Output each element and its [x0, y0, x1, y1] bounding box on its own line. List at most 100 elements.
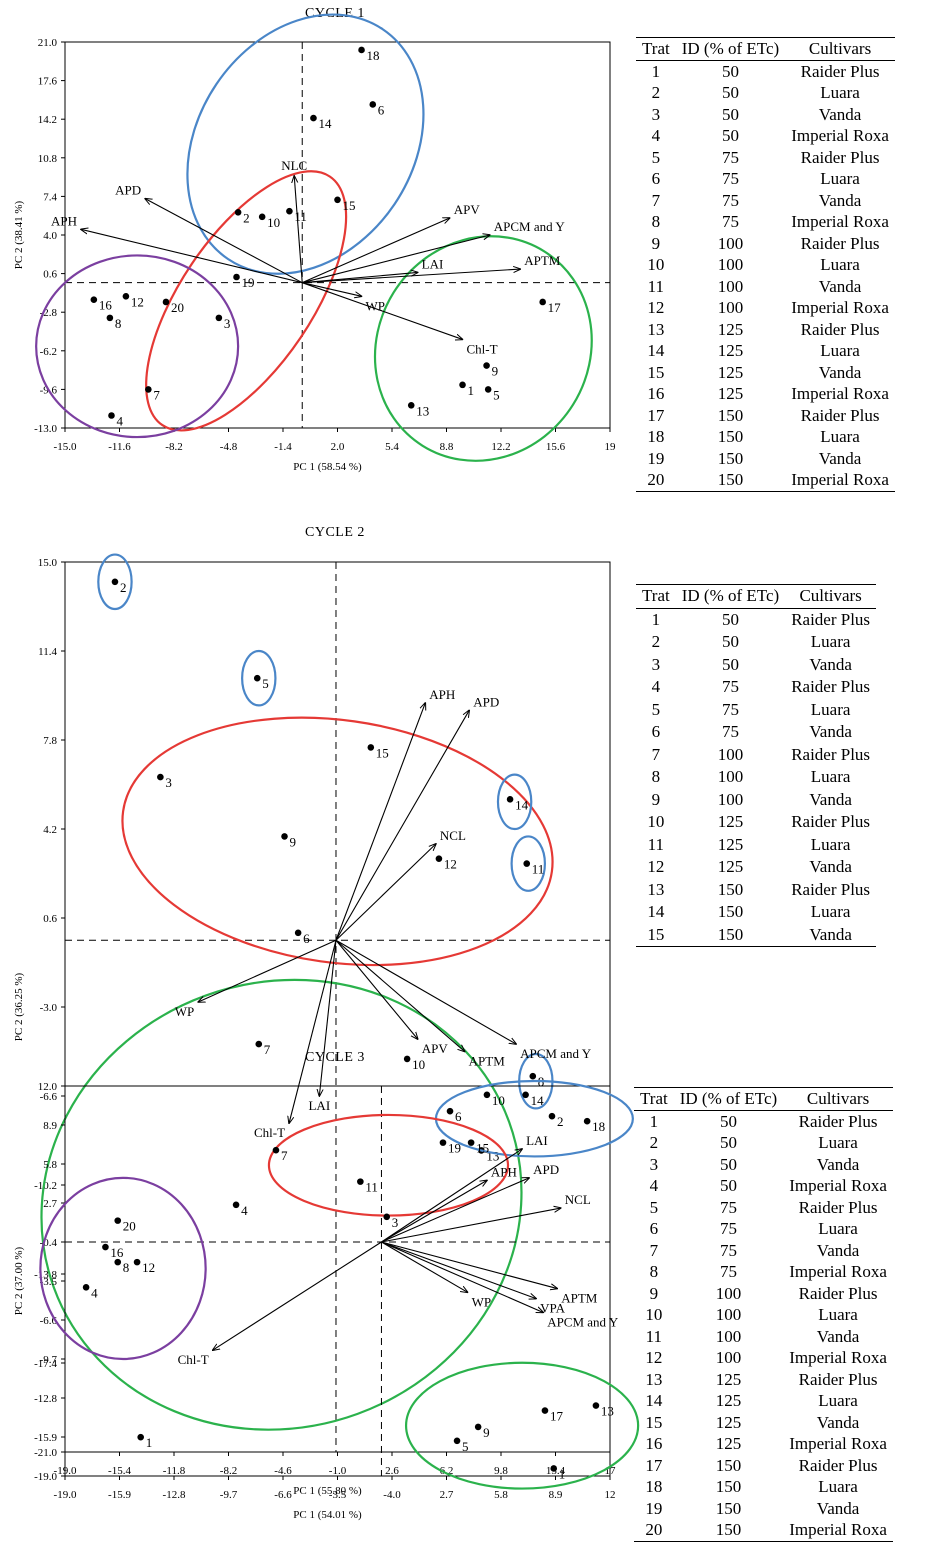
table-cell: 13 — [645, 1369, 663, 1389]
table-cell: 3 — [651, 654, 661, 674]
table-cell: Raider Plus — [798, 1197, 878, 1217]
treatment-point-label: 18 — [592, 1119, 605, 1134]
treatment-point — [592, 1402, 600, 1409]
treatment-point — [583, 1117, 591, 1125]
table-cell: 5 — [649, 1197, 659, 1217]
table-cell: 125 — [717, 812, 744, 831]
table-row: 5 75 Luara — [636, 699, 876, 722]
table-cell: 17 — [645, 1455, 663, 1475]
x-tick-label: -8.2 — [220, 1465, 237, 1477]
treatment-point — [272, 1146, 280, 1154]
x-axis-label: PC 1 (58.54 %) — [293, 461, 362, 473]
table-cell: Imperial Roxa — [789, 1262, 887, 1281]
loading-vector-label: APCM and Y — [547, 1314, 619, 1329]
x-tick-label: -8.2 — [165, 441, 182, 453]
table-cell: 6 — [651, 722, 661, 741]
table-cell: 75 — [721, 169, 739, 188]
loading-vector-label: APH — [51, 213, 77, 228]
y-tick-label: -12.8 — [34, 1393, 57, 1405]
x-tick-label: 5.8 — [494, 1489, 508, 1501]
y-tick-label: 14.2 — [38, 114, 57, 126]
table-cell: 100 — [717, 744, 744, 764]
y-axis-label: PC 2 (36.25 %) — [13, 972, 25, 1041]
table-header-cell: Trat — [636, 584, 676, 609]
table-cell: Raider Plus — [800, 61, 880, 81]
loading-vector — [381, 1241, 467, 1292]
treatment-point-label: 17 — [550, 1409, 564, 1424]
loading-vector — [81, 229, 303, 284]
table-row: 8 75 Imperial Roxa — [634, 1261, 893, 1283]
table-cell: Vanda — [818, 276, 862, 296]
treatment-point — [439, 1139, 447, 1146]
x-tick-label: -6.6 — [274, 1489, 292, 1501]
treatment-point — [474, 1423, 482, 1431]
x-tick-label: -15.9 — [108, 1489, 131, 1501]
y-tick-label: 15.0 — [38, 557, 58, 569]
loading-vector-label: WP — [366, 298, 386, 313]
table-cell: 125 — [717, 341, 744, 360]
group-ellipse — [186, 13, 425, 275]
table-row: 18 150 Luara — [636, 426, 895, 448]
table-row: 9 100 Vanda — [636, 789, 876, 812]
table-cell: 15 — [645, 1412, 663, 1432]
loading-vector — [335, 939, 516, 1044]
loading-vector-label: APD — [473, 694, 499, 709]
table-cell: 14 — [645, 1391, 663, 1410]
treatment-point-label: 2 — [557, 1114, 564, 1129]
table-cell: 2 — [651, 83, 661, 102]
loading-vector-label: APD — [115, 183, 141, 198]
table-cell: 50 — [719, 1111, 737, 1131]
table-cell: 50 — [721, 126, 739, 145]
table-cell: Imperial Roxa — [789, 1348, 887, 1367]
treatment-point-label: 12 — [131, 294, 144, 309]
loading-vector — [335, 710, 469, 941]
cycle-3-treatment-table: Trat ID (% of ETc) Cultivars 1 50 Raider Plus… — [634, 1087, 893, 1542]
table-header-cell: Cultivars — [783, 1087, 893, 1111]
table-cell: 11 — [647, 276, 665, 296]
table-row: 12 100 Imperial Roxa — [634, 1347, 893, 1369]
x-tick-label: 15.6 — [546, 441, 566, 453]
treatment-point — [157, 773, 164, 781]
x-tick-label: -4.0 — [383, 1489, 401, 1501]
table-cell: Luara — [810, 902, 851, 921]
treatment-point — [483, 362, 490, 369]
treatment-point-label: 10 — [412, 1057, 425, 1072]
treatment-point — [162, 298, 170, 306]
treatment-point-label: 18 — [367, 48, 380, 63]
treatment-point-label: 2 — [120, 580, 127, 595]
y-tick-label: 10.8 — [38, 153, 58, 165]
table-cell: 100 — [717, 767, 744, 786]
x-tick-label: -3.5 — [329, 1489, 347, 1501]
treatment-point-label: 14 — [515, 797, 529, 812]
table-cell: Imperial Roxa — [791, 126, 889, 145]
loading-vector-label: WP — [472, 1294, 492, 1309]
table-row: 10 100 Luara — [634, 1304, 893, 1326]
table-cell: 13 — [647, 319, 665, 339]
treatment-point — [358, 46, 365, 54]
table-row: 11 100 Vanda — [636, 276, 895, 298]
loading-vector — [289, 940, 337, 1123]
treatment-point — [446, 1107, 454, 1115]
loading-vector-label: APCM and Y — [494, 219, 566, 234]
table-cell: 150 — [717, 448, 744, 468]
table-cell: 150 — [675, 923, 786, 947]
table-cell: 8 — [651, 767, 661, 786]
treatment-point — [114, 1258, 122, 1266]
table-cell: 13 — [647, 879, 665, 899]
loading-vector-label: APTM — [469, 1054, 506, 1069]
treatment-point — [506, 796, 514, 803]
table-cell: 50 — [719, 1154, 737, 1174]
table-header-cell: Cultivars — [785, 37, 895, 61]
table-cell: 18 — [645, 1477, 663, 1496]
loading-vector — [302, 218, 449, 284]
treatment-point-label: 20 — [123, 1219, 136, 1234]
table-cell: 1 — [651, 609, 661, 629]
table-cell: 75 — [721, 147, 739, 167]
treatment-point — [403, 1055, 411, 1063]
treatment-point — [106, 314, 114, 322]
treatment-point-label: 9 — [483, 1425, 490, 1440]
table-cell: Luara — [818, 1305, 858, 1324]
table-cell: 100 — [715, 1305, 742, 1324]
table-row: 9 100 Raider Plus — [636, 233, 895, 255]
table-cell: Vanda — [818, 190, 862, 210]
